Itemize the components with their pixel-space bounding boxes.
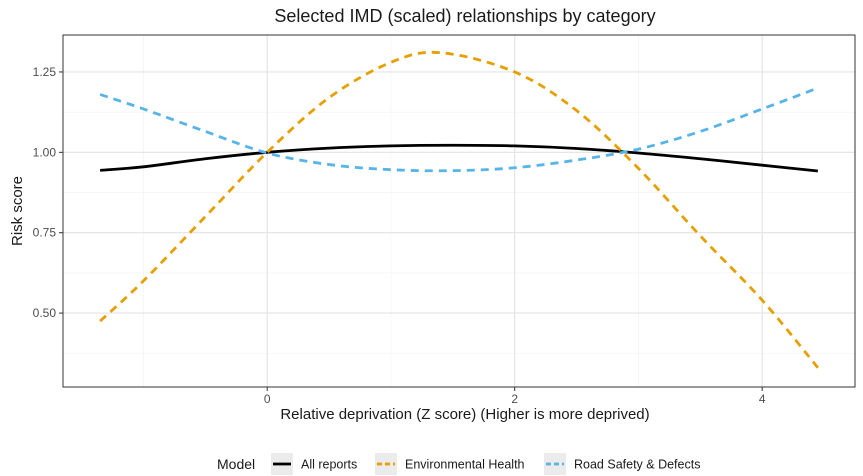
x-tick-label: 2: [511, 392, 518, 406]
plot-panel-background: [63, 35, 855, 387]
y-tick-label: 0.50: [33, 306, 57, 320]
legend-label: Road Safety & Defects: [574, 458, 700, 472]
minor-gridlines: [63, 35, 855, 387]
major-gridlines: [63, 35, 855, 387]
series-line-road-safety-defects: [99, 86, 819, 173]
legend-item-road-safety-defects: Road Safety & Defects: [544, 453, 700, 475]
y-axis: 0.50 0.75 1.00 1.25: [33, 65, 63, 320]
y-axis-title: Risk score: [9, 176, 26, 246]
series-line-environmental-health: [99, 50, 819, 369]
x-tick-label: 4: [759, 392, 766, 406]
legend-label: All reports: [301, 458, 357, 472]
y-tick-label: 0.75: [33, 226, 57, 240]
series-lines: [99, 50, 819, 369]
legend-title: Model: [217, 456, 255, 472]
legend-item-all-reports: All reports: [271, 453, 357, 475]
legend-label: Environmental Health: [405, 458, 525, 472]
legend-item-environmental-health: Environmental Health: [375, 453, 525, 475]
series-line-all-reports: [100, 143, 819, 173]
x-axis-title: Relative deprivation (Z score) (Higher i…: [280, 406, 649, 423]
legend: Model All reports Environmental Health Roa…: [217, 453, 700, 475]
plot-panel: [62, 34, 856, 388]
plot-panel-border: [62, 34, 856, 388]
x-axis: 0 2 4: [264, 387, 766, 406]
x-tick-label: 0: [264, 392, 271, 406]
chart-title: Selected IMD (scaled) relationships by c…: [274, 6, 655, 26]
legend-items: All reports Environmental Health Road Safe…: [271, 453, 700, 475]
y-tick-label: 1.25: [33, 65, 57, 79]
y-tick-label: 1.00: [33, 145, 57, 159]
